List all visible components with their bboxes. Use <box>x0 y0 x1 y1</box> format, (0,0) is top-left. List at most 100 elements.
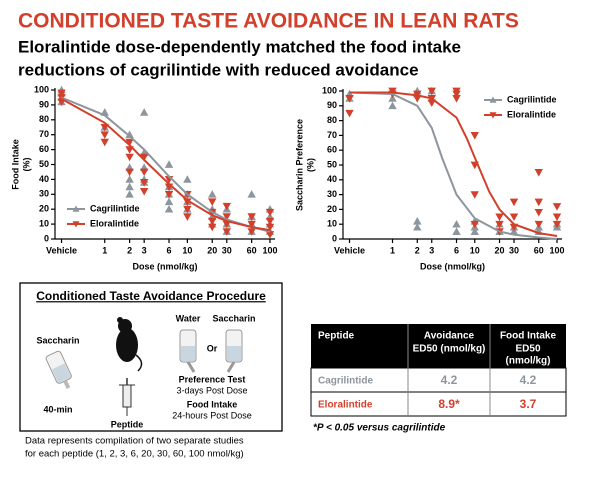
procedure-label: 3-days Post Dose <box>176 385 247 395</box>
ed50-table: Peptide Avoidance ED50 (nmol/kg) Food In… <box>310 324 567 417</box>
data-point <box>208 198 217 206</box>
procedure-title: Conditioned Taste Avoidance Procedure <box>36 289 266 303</box>
legend-marker <box>489 112 497 119</box>
y-tick-label: 100 <box>34 84 49 94</box>
data-point <box>139 168 149 177</box>
x-tick-label: 20 <box>495 245 505 255</box>
data-point <box>247 190 256 198</box>
x-tick-label: 60 <box>247 245 257 255</box>
y-tick-label: 70 <box>39 129 49 139</box>
table-header-cell: Avoidance <box>424 331 475 342</box>
table-cell: Eloralintide <box>318 400 373 411</box>
rat-icon <box>116 317 143 372</box>
data-point <box>100 138 109 147</box>
x-tick-label: 2 <box>127 245 132 255</box>
table-header <box>311 324 566 368</box>
data-point <box>125 190 134 198</box>
x-tick-label: 10 <box>182 245 192 255</box>
bottle-icon <box>179 329 243 373</box>
y-tick-label: 0 <box>332 233 337 243</box>
y-tick-label: 100 <box>322 85 337 95</box>
data-point <box>125 153 134 162</box>
data-point <box>265 231 275 239</box>
table-header-cell: ED50 <box>515 344 540 355</box>
procedure-label: Preference Test <box>179 374 246 384</box>
x-tick-label: 6 <box>454 245 459 255</box>
data-point <box>222 228 231 236</box>
table-cell: 8.9* <box>438 397 460 411</box>
y-tick-label: 90 <box>327 100 337 110</box>
x-tick-label: 20 <box>207 245 217 255</box>
procedure-label: 24-hours Post Dose <box>172 410 252 420</box>
x-axis-label: Dose (nmol/kg) <box>132 261 197 271</box>
procedure-label: Or <box>207 343 218 353</box>
data-point <box>427 99 436 108</box>
y-tick-label: 40 <box>327 174 337 184</box>
legend-marker <box>72 205 80 212</box>
data-point <box>247 220 256 229</box>
data-point <box>125 175 134 183</box>
data-point <box>125 182 134 191</box>
data-point <box>470 191 479 199</box>
x-tick-label: 3 <box>429 245 434 255</box>
subtitle-line: Eloralintide dose-dependently matched th… <box>18 37 461 56</box>
y-tick-label: 10 <box>327 219 337 229</box>
data-point <box>470 220 479 229</box>
x-tick-label: 100 <box>262 245 277 255</box>
data-point <box>452 90 461 99</box>
y-tick-label: 60 <box>327 145 337 155</box>
y-tick-label: 20 <box>39 204 49 214</box>
table-header-cell: ED50 (nmol/kg) <box>413 344 486 355</box>
x-tick-label: 10 <box>470 245 480 255</box>
x-axis-label: Dose (nmol/kg) <box>420 261 485 271</box>
data-point <box>164 205 174 213</box>
x-tick-label: 30 <box>509 245 519 255</box>
procedure-label: Food Intake <box>187 399 238 409</box>
y-tick-label: 40 <box>39 174 49 184</box>
data-point <box>164 160 174 168</box>
legend-label: Cagrilintide <box>90 203 140 213</box>
y-tick-label: 90 <box>39 99 49 109</box>
procedure-label: Peptide <box>111 419 144 429</box>
data-point <box>552 203 562 211</box>
data-point <box>183 175 192 183</box>
data-point <box>427 87 436 96</box>
data-point <box>495 213 504 221</box>
data-point <box>139 179 149 187</box>
y-axis-label: Food Intake <box>10 139 20 190</box>
x-tick-label: Vehicle <box>334 245 365 255</box>
y-tick-label: 50 <box>39 159 49 169</box>
data-point <box>208 190 217 198</box>
data-point <box>345 95 354 103</box>
x-tick-label: 3 <box>142 245 147 255</box>
data-point <box>139 108 149 116</box>
data-point <box>470 227 479 235</box>
bottle-icon <box>45 350 72 389</box>
table-header-cell: Food Intake <box>500 331 557 342</box>
data-point <box>413 222 422 231</box>
table-cell: 4.2 <box>441 373 458 387</box>
data-point <box>265 223 275 232</box>
data-point <box>183 213 192 221</box>
subtitle-line: reductions of cagrilintide with reduced … <box>18 60 419 79</box>
x-tick-label: 2 <box>415 245 420 255</box>
x-tick-label: 30 <box>222 245 232 255</box>
data-point <box>125 130 134 139</box>
data-point <box>534 169 543 177</box>
procedure-label: Saccharin <box>36 335 79 345</box>
procedure-label: 40-min <box>43 404 72 414</box>
data-point <box>164 197 174 206</box>
y-tick-label: 20 <box>327 204 337 214</box>
data-point <box>388 101 397 110</box>
table-cell: 3.7 <box>520 397 537 411</box>
note-line: for each peptide (1, 2, 3, 6, 20, 30, 60… <box>25 449 244 460</box>
legend-marker <box>489 96 497 103</box>
data-point <box>509 213 519 221</box>
table-cell: 4.2 <box>520 373 537 387</box>
y-tick-label: 70 <box>327 130 337 140</box>
fit-line <box>349 91 558 240</box>
data-point <box>413 95 422 103</box>
data-point <box>452 95 461 103</box>
data-point <box>265 208 275 217</box>
data-point <box>222 213 231 221</box>
